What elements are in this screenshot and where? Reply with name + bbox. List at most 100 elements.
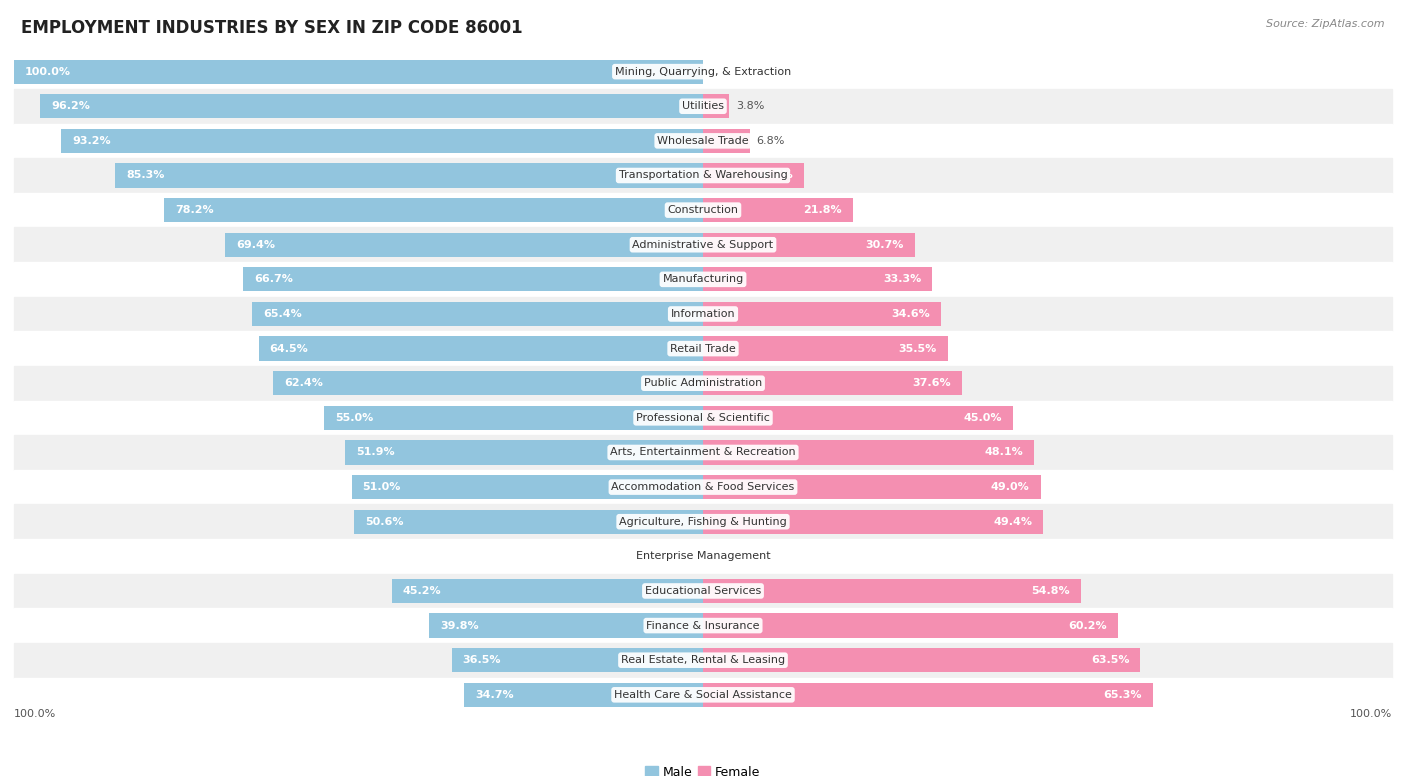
Bar: [703, 371, 962, 395]
Bar: [225, 233, 703, 257]
Bar: [14, 262, 1392, 296]
Text: 54.8%: 54.8%: [1031, 586, 1070, 596]
Text: Health Care & Social Assistance: Health Care & Social Assistance: [614, 690, 792, 700]
Text: EMPLOYMENT INDUSTRIES BY SEX IN ZIP CODE 86001: EMPLOYMENT INDUSTRIES BY SEX IN ZIP CODE…: [21, 19, 523, 37]
Bar: [14, 123, 1392, 158]
Text: 69.4%: 69.4%: [236, 240, 276, 250]
Text: 49.4%: 49.4%: [993, 517, 1032, 527]
Text: 49.0%: 49.0%: [991, 482, 1029, 492]
Bar: [703, 164, 804, 188]
Text: 96.2%: 96.2%: [51, 101, 90, 111]
Text: Manufacturing: Manufacturing: [662, 275, 744, 284]
Bar: [429, 614, 703, 638]
Bar: [703, 579, 1081, 603]
Bar: [273, 371, 703, 395]
Text: 65.3%: 65.3%: [1104, 690, 1142, 700]
Bar: [325, 406, 703, 430]
Text: 100.0%: 100.0%: [25, 67, 72, 77]
Text: 39.8%: 39.8%: [440, 621, 478, 631]
Text: 55.0%: 55.0%: [335, 413, 374, 423]
Bar: [14, 435, 1392, 469]
Text: 100.0%: 100.0%: [14, 708, 56, 719]
Text: Transportation & Warehousing: Transportation & Warehousing: [619, 171, 787, 181]
Text: 93.2%: 93.2%: [72, 136, 111, 146]
Text: Enterprise Management: Enterprise Management: [636, 551, 770, 561]
Text: 66.7%: 66.7%: [254, 275, 294, 284]
Text: Finance & Insurance: Finance & Insurance: [647, 621, 759, 631]
Bar: [60, 129, 703, 153]
Bar: [14, 158, 1392, 192]
Bar: [703, 233, 914, 257]
Text: 21.8%: 21.8%: [804, 205, 842, 215]
Text: 50.6%: 50.6%: [366, 517, 404, 527]
Text: 60.2%: 60.2%: [1069, 621, 1107, 631]
Bar: [14, 331, 1392, 366]
Bar: [14, 192, 1392, 227]
Text: Arts, Entertainment & Recreation: Arts, Entertainment & Recreation: [610, 448, 796, 458]
Bar: [703, 614, 1118, 638]
Text: Utilities: Utilities: [682, 101, 724, 111]
Bar: [703, 440, 1035, 465]
Text: Construction: Construction: [668, 205, 738, 215]
Bar: [115, 164, 703, 188]
Text: Professional & Scientific: Professional & Scientific: [636, 413, 770, 423]
Bar: [14, 608, 1392, 643]
Bar: [41, 94, 703, 119]
Bar: [354, 510, 703, 534]
Text: Mining, Quarrying, & Extraction: Mining, Quarrying, & Extraction: [614, 67, 792, 77]
Bar: [14, 89, 1392, 123]
Bar: [14, 366, 1392, 400]
Text: 14.7%: 14.7%: [755, 171, 793, 181]
Text: 30.7%: 30.7%: [865, 240, 904, 250]
Bar: [14, 504, 1392, 539]
Bar: [259, 337, 703, 361]
Bar: [703, 267, 932, 292]
Text: 48.1%: 48.1%: [984, 448, 1024, 458]
Bar: [703, 475, 1040, 499]
Text: 62.4%: 62.4%: [284, 378, 323, 388]
Bar: [14, 677, 1392, 712]
Text: 45.2%: 45.2%: [402, 586, 441, 596]
Text: Information: Information: [671, 309, 735, 319]
Bar: [703, 683, 1153, 707]
Text: 63.5%: 63.5%: [1091, 655, 1129, 665]
Text: 34.7%: 34.7%: [475, 690, 513, 700]
Bar: [451, 648, 703, 672]
Bar: [243, 267, 703, 292]
Text: Accommodation & Food Services: Accommodation & Food Services: [612, 482, 794, 492]
Text: Retail Trade: Retail Trade: [671, 344, 735, 354]
Bar: [14, 539, 1392, 573]
Text: 3.8%: 3.8%: [737, 101, 765, 111]
Bar: [14, 227, 1392, 262]
Bar: [703, 94, 730, 119]
Text: 6.8%: 6.8%: [756, 136, 785, 146]
Text: 85.3%: 85.3%: [127, 171, 165, 181]
Bar: [703, 198, 853, 222]
Text: 51.0%: 51.0%: [363, 482, 401, 492]
Bar: [703, 406, 1012, 430]
Text: 45.0%: 45.0%: [963, 413, 1002, 423]
Text: 51.9%: 51.9%: [357, 448, 395, 458]
Text: 34.6%: 34.6%: [891, 309, 931, 319]
Text: Public Administration: Public Administration: [644, 378, 762, 388]
Text: 35.5%: 35.5%: [898, 344, 936, 354]
Bar: [703, 302, 942, 326]
Bar: [14, 296, 1392, 331]
Text: Agriculture, Fishing & Hunting: Agriculture, Fishing & Hunting: [619, 517, 787, 527]
Bar: [346, 440, 703, 465]
Text: 64.5%: 64.5%: [270, 344, 308, 354]
Text: 78.2%: 78.2%: [176, 205, 214, 215]
Bar: [14, 573, 1392, 608]
Bar: [464, 683, 703, 707]
Text: Source: ZipAtlas.com: Source: ZipAtlas.com: [1267, 19, 1385, 29]
Text: 33.3%: 33.3%: [883, 275, 921, 284]
Bar: [253, 302, 703, 326]
Text: 100.0%: 100.0%: [1350, 708, 1392, 719]
Text: 37.6%: 37.6%: [912, 378, 950, 388]
Bar: [14, 643, 1392, 677]
Bar: [703, 510, 1043, 534]
Bar: [14, 469, 1392, 504]
Bar: [703, 337, 948, 361]
Text: Administrative & Support: Administrative & Support: [633, 240, 773, 250]
Bar: [703, 129, 749, 153]
